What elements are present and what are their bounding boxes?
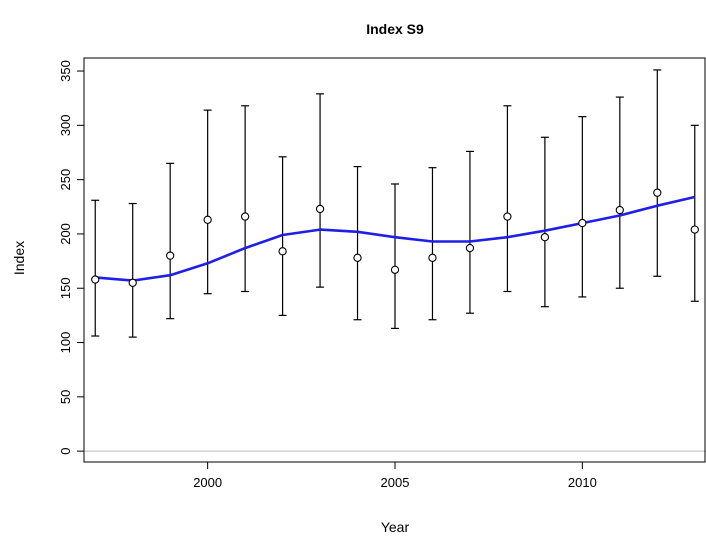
y-tick-label: 250 <box>58 169 73 191</box>
y-tick-label: 150 <box>58 277 73 299</box>
y-tick-label: 100 <box>58 332 73 354</box>
y-tick-label: 200 <box>58 223 73 245</box>
x-tick-label: 2000 <box>193 475 222 490</box>
data-point <box>615 205 624 215</box>
data-point <box>540 233 550 242</box>
data-point <box>240 212 250 221</box>
y-tick-label: 350 <box>58 60 73 82</box>
data-point <box>428 253 437 262</box>
data-point <box>353 253 362 262</box>
data-point <box>278 247 287 256</box>
data-point <box>465 243 475 253</box>
data-point <box>653 188 662 197</box>
data-point <box>390 265 400 274</box>
y-tick-label: 0 <box>58 448 73 455</box>
data-point <box>578 218 587 228</box>
data-point <box>128 278 137 287</box>
plot-area: 2000 2005 2010 0 50 100 150 200 250 300 350 <box>58 57 706 490</box>
y-axis-label: Index <box>11 241 27 275</box>
x-axis-label: Year <box>381 519 410 535</box>
trend-line <box>95 195 696 282</box>
data-point <box>203 215 212 224</box>
data-point <box>91 275 100 284</box>
x-tick-label: 2005 <box>381 475 410 490</box>
y-tick-label: 50 <box>58 390 73 404</box>
data-point <box>315 204 325 214</box>
data-point <box>690 225 699 234</box>
data-point <box>166 251 175 260</box>
data-point <box>503 212 512 221</box>
chart-title: Index S9 <box>366 21 424 37</box>
x-tick-label: 2010 <box>568 475 597 490</box>
y-tick-label: 300 <box>58 114 73 136</box>
